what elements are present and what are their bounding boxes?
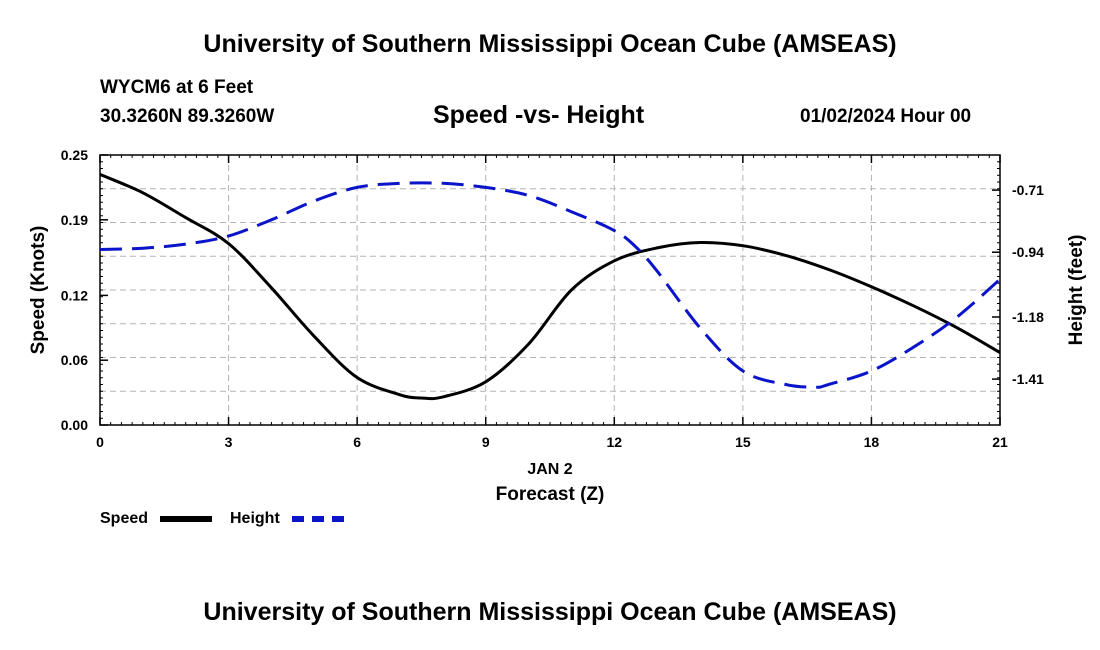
y-tick-label: 0.12 (61, 287, 88, 303)
y-tick-label: 0.06 (61, 352, 88, 368)
series-layer (99, 173, 1001, 401)
legend-speed-swatch (160, 516, 212, 522)
station-label: WYCM6 at 6 Feet (100, 77, 254, 98)
legend-height-swatch (292, 516, 344, 522)
height-series-line (99, 181, 1001, 389)
x-axis-label: Forecast (Z) (496, 484, 605, 505)
x-tick-label: 12 (606, 434, 622, 450)
legend-height-label: Height (230, 510, 280, 527)
y2-tick-label: -1.18 (1012, 309, 1044, 325)
y-tick-label: 0.25 (61, 147, 88, 163)
speed-series-line (99, 173, 1001, 401)
label-layer: JAN 2 Forecast (Z) Speed (Knots) Height … (28, 226, 1087, 505)
footer-title: University of Southern Mississippi Ocean… (203, 598, 897, 626)
y2-tick-label: -0.71 (1012, 182, 1044, 198)
x-tick-label: 15 (735, 434, 751, 450)
x-date-label: JAN 2 (527, 461, 572, 478)
chart-title: University of Southern Mississippi Ocean… (203, 30, 897, 58)
y2-tick-label: -0.94 (1012, 244, 1044, 260)
chart-subtitle: Speed -vs- Height (433, 101, 645, 129)
x-tick-label: 18 (864, 434, 880, 450)
plot-frame (99, 154, 1001, 426)
x-tick-label: 6 (353, 434, 361, 450)
x-tick-label: 9 (482, 434, 490, 450)
x-tick-label: 0 (96, 434, 104, 450)
y-tick-label: 0.19 (61, 212, 88, 228)
y-tick-label: 0.00 (61, 417, 88, 433)
coordinates-label: 30.3260N 89.3260W (100, 106, 275, 127)
grid-layer (100, 155, 1000, 425)
x-tick-label: 3 (225, 434, 233, 450)
y2-tick-label: -1.41 (1012, 371, 1044, 387)
date-label: 01/02/2024 Hour 00 (800, 106, 972, 127)
y-axis-label: Speed (Knots) (28, 226, 49, 355)
legend-speed-label: Speed (100, 510, 149, 527)
y2-axis-label: Height (feet) (1066, 235, 1087, 346)
x-tick-label: 21 (992, 434, 1008, 450)
